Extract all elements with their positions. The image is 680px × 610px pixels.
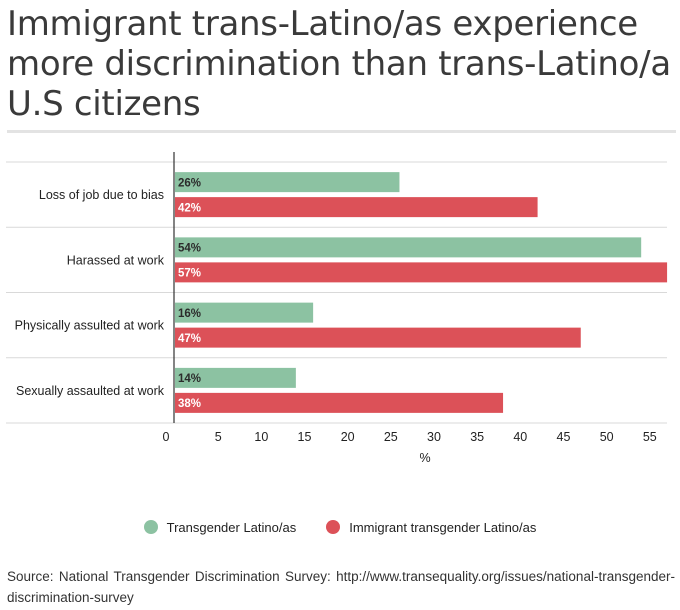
x-tick-label: 25 [384,430,398,444]
x-tick-label: 15 [298,430,312,444]
x-tick-label: 20 [341,430,355,444]
x-tick-label: 40 [513,430,527,444]
data-label-series-1: 14% [178,373,201,385]
title-divider [7,130,676,133]
bar-series-1 [175,367,296,388]
bar-series-1 [175,172,400,193]
legend-label-series-2: Immigrant transgender Latino/as [349,519,537,535]
data-label-series-2: 42% [178,202,201,214]
bar-series-2 [175,392,504,413]
bar-series-1 [175,302,314,323]
x-tick-label: 10 [254,430,268,444]
category-label: Harassed at work [67,253,165,267]
x-axis-title: % [419,451,430,465]
data-label-series-1: 16% [178,308,201,320]
source-note: Source: National Transgender Discriminat… [7,569,675,605]
data-label-series-1: 26% [178,177,201,189]
bar-series-2 [175,327,581,348]
bar-series-1 [175,237,642,258]
bar-series-2 [175,197,538,218]
data-label-series-1: 54% [178,243,201,255]
data-label-series-2: 47% [178,333,201,345]
legend-marker-series-1 [143,520,158,534]
x-tick-label: 0 [163,430,170,444]
legend: Transgender Latino/as Immigrant transgen… [0,515,680,539]
x-tick-label: 55 [643,430,657,444]
bar-chart: Loss of job due to bias 26% 42% Harassed at… [6,152,668,465]
legend-item-series-2[interactable]: Immigrant transgender Latino/as [326,520,536,535]
x-tick-label: 35 [470,430,484,444]
category-label: Physically assulted at work [15,319,165,333]
category-label: Loss of job due to bias [39,188,164,202]
legend-marker-series-2 [326,520,341,534]
data-label-series-2: 38% [178,398,201,410]
x-tick-label: 5 [215,430,222,444]
bar-series-2 [175,262,668,283]
legend-label-series-1: Transgender Latino/as [166,519,297,535]
category-label: Sexually assaulted at work [16,384,165,398]
x-tick-label: 30 [427,430,441,444]
x-tick-label: 45 [557,430,571,444]
legend-item-series-1[interactable]: Transgender Latino/as [143,519,297,535]
chart-title: Immigrant trans-Latino/as experience mor… [7,4,671,124]
x-tick-label: 50 [600,430,614,444]
data-label-series-2: 57% [178,268,201,280]
